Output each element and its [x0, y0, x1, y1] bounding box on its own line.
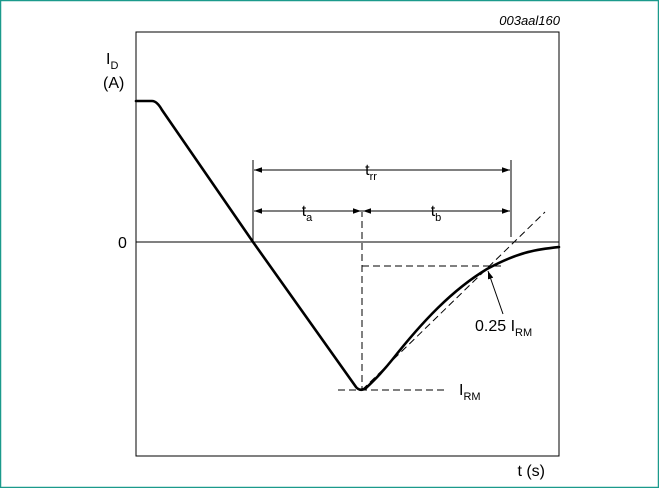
tb-label: tb: [431, 203, 442, 224]
x-axis-label: t (s): [517, 463, 545, 480]
tangent-extrapolation-line: [361, 211, 546, 391]
y-axis-label: ID: [106, 51, 118, 72]
irm-label: IRM: [459, 382, 481, 403]
quarter-irm-pointer-arrow: [487, 270, 504, 315]
quarter-irm-label: 0.25 IRM: [475, 318, 532, 339]
plot-area: [135, 31, 560, 457]
figure-reference: 003aal160: [499, 13, 560, 28]
ta-label: ta: [302, 203, 313, 224]
current-waveform: [134, 99, 561, 392]
y-zero-tick-label: 0: [118, 235, 127, 252]
trr-label: trr: [365, 162, 377, 183]
y-axis-unit: (A): [103, 75, 124, 92]
